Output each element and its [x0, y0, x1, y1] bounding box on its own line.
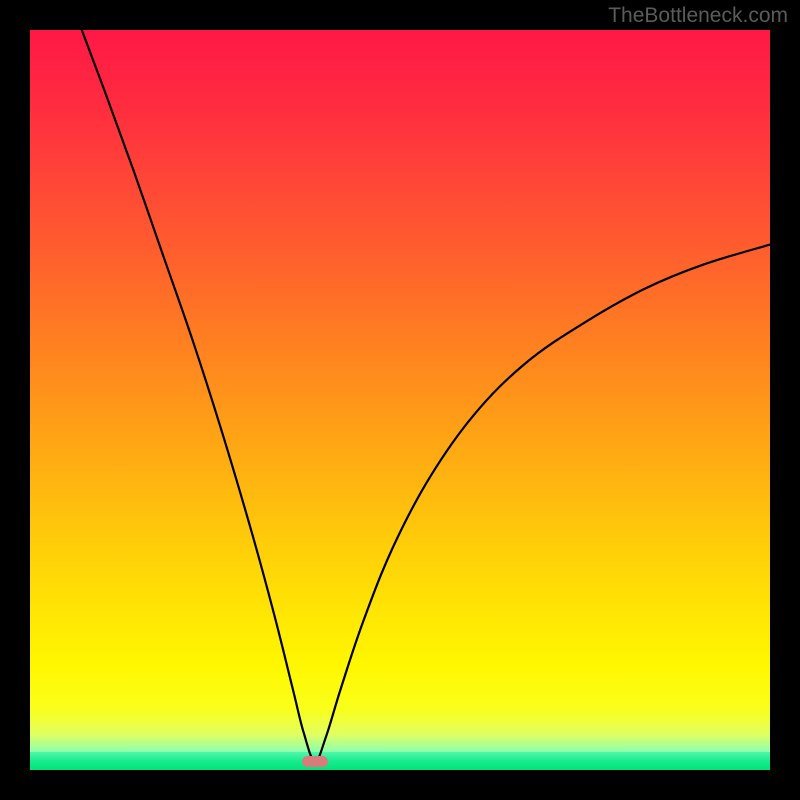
bottleneck-curve	[30, 30, 770, 770]
watermark-text: TheBottleneck.com	[608, 4, 788, 28]
minimum-marker	[302, 756, 328, 767]
curve-path	[82, 30, 770, 761]
plot-area	[30, 30, 770, 770]
chart-container: TheBottleneck.com	[0, 0, 800, 800]
